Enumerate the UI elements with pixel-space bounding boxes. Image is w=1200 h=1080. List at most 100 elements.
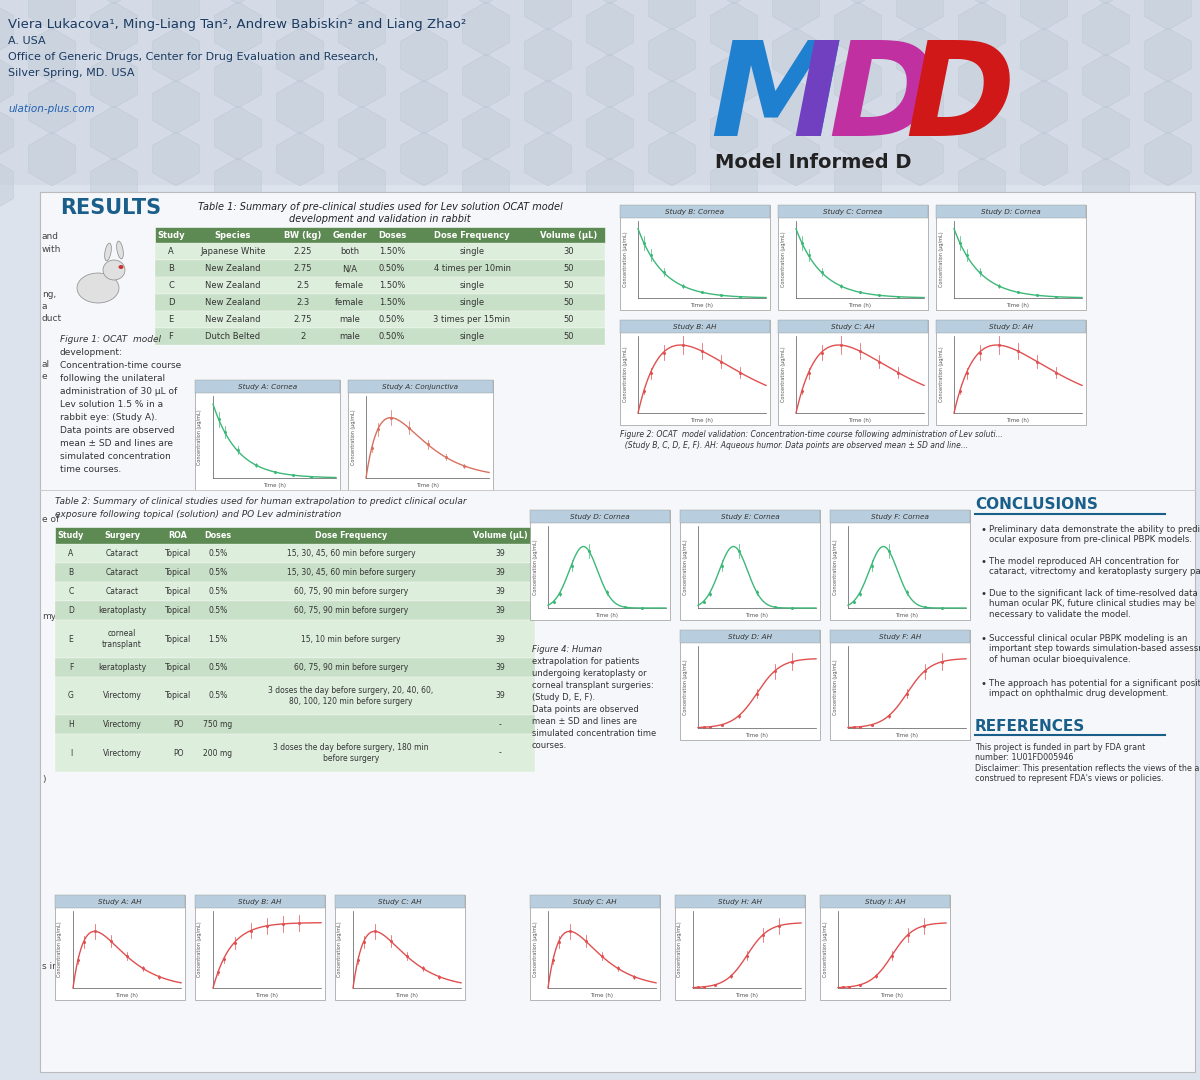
Text: development and validation in rabbit: development and validation in rabbit [289,214,470,224]
Text: Model Informed D: Model Informed D [715,152,912,172]
Text: rabbit eye: (Study A).: rabbit eye: (Study A). [60,413,157,422]
Ellipse shape [104,243,112,261]
Text: Figure 2: OCAT  model validation: Concentration-time course following administra: Figure 2: OCAT model validation: Concent… [620,430,1003,438]
Bar [620,205,770,218]
Bar [55,715,535,734]
Text: Due to the significant lack of time-resolved data of
human ocular PK, future cli: Due to the significant lack of time-reso… [989,589,1200,619]
Bar [55,527,535,544]
Text: Study: Study [58,531,84,540]
Bar [194,895,325,1000]
Bar [55,895,185,908]
Text: Concentration (μg/mL): Concentration (μg/mL) [623,347,628,403]
Text: E: E [68,634,73,644]
Text: Time (h): Time (h) [881,993,904,998]
Bar [55,582,535,600]
Bar [680,510,820,523]
Text: (Study B, C, D, E, F). AH: Aqueous humor. Data points are observed mean ± SD and: (Study B, C, D, E, F). AH: Aqueous humor… [620,441,968,450]
Text: 750 mg: 750 mg [203,720,233,729]
Text: corneal
transplant: corneal transplant [102,630,142,649]
Bar [778,205,928,310]
Text: Concentration (μg/mL): Concentration (μg/mL) [623,232,628,287]
Text: simulated concentration: simulated concentration [60,453,170,461]
Text: Time (h): Time (h) [595,613,618,618]
Text: single: single [460,247,485,256]
Text: 50: 50 [563,264,574,273]
Text: •: • [980,634,986,644]
Text: 15, 30, 45, 60 min before surgery: 15, 30, 45, 60 min before surgery [287,549,415,558]
Text: Concentration-time course: Concentration-time course [60,361,181,370]
Bar [936,320,1086,333]
Text: Dutch Belted: Dutch Belted [205,332,260,341]
Bar [55,658,535,677]
Text: Japanese White: Japanese White [200,247,265,256]
Text: Time (h): Time (h) [895,733,918,738]
Text: ): ) [42,775,46,784]
Text: -: - [499,720,502,729]
Text: Study A: Conjunctiva: Study A: Conjunctiva [383,383,458,390]
Text: Figure 4: Human: Figure 4: Human [532,645,602,654]
Text: PO: PO [173,720,184,729]
Text: 0.5%: 0.5% [209,606,228,615]
Text: •: • [980,589,986,599]
Text: e of: e of [42,515,59,524]
Text: 15, 30, 45, 60 min before surgery: 15, 30, 45, 60 min before surgery [287,568,415,577]
Text: mean ± SD and lines are: mean ± SD and lines are [60,438,173,448]
Bar [55,620,535,658]
Text: my,: my, [42,612,59,621]
Text: courses.: courses. [532,741,568,750]
Text: Study H: AH: Study H: AH [718,899,762,905]
Text: 1.5%: 1.5% [209,634,228,644]
Text: I: I [70,748,72,757]
Text: Cataract: Cataract [106,588,138,596]
Text: Topical: Topical [164,588,191,596]
Text: Study F: Cornea: Study F: Cornea [871,513,929,519]
Text: Successful clinical ocular PBPK modeling is an
important step towards simulation: Successful clinical ocular PBPK modeling… [989,634,1200,664]
Text: Concentration (μg/mL): Concentration (μg/mL) [533,921,538,977]
Text: 0.5%: 0.5% [209,663,228,672]
Text: C: C [168,281,174,291]
Bar [936,205,1086,310]
Text: female: female [335,281,364,291]
Text: duct: duct [42,314,62,323]
Text: 39: 39 [496,588,505,596]
Text: male: male [340,315,360,324]
Text: Dose Frequency: Dose Frequency [434,230,510,240]
Text: New Zealand: New Zealand [205,264,260,273]
Text: Concentration (μg/mL): Concentration (μg/mL) [938,232,943,287]
Text: 3 times per 15min: 3 times per 15min [433,315,510,324]
Bar [155,227,605,243]
Text: Data points are observed: Data points are observed [60,426,175,435]
Text: Concentration (μg/mL): Concentration (μg/mL) [198,409,203,464]
Bar [778,205,928,218]
Bar [348,380,493,393]
Text: Time (h): Time (h) [736,993,758,998]
Text: 50: 50 [563,332,574,341]
Bar [680,510,820,620]
Text: al: al [42,360,50,369]
Text: CONCLUSIONS: CONCLUSIONS [974,497,1098,512]
Text: A: A [168,247,174,256]
Bar [335,895,466,908]
Text: Topical: Topical [164,568,191,577]
Text: H: H [68,720,74,729]
Text: Time (h): Time (h) [396,993,419,998]
Text: Concentration (μg/mL): Concentration (μg/mL) [833,539,838,595]
Ellipse shape [103,260,125,280]
Text: Viera Lukacova¹, Ming-Liang Tan², Andrew Babiskin² and Liang Zhao²: Viera Lukacova¹, Ming-Liang Tan², Andrew… [8,18,467,31]
Text: Cataract: Cataract [106,549,138,558]
Text: Study B: AH: Study B: AH [239,899,282,905]
Bar [348,380,493,490]
Bar [674,895,805,1000]
Text: Data points are observed: Data points are observed [532,705,638,714]
Text: Study E: Cornea: Study E: Cornea [721,513,779,519]
Text: Volume (μL): Volume (μL) [473,531,527,540]
Text: New Zealand: New Zealand [205,281,260,291]
Text: 50: 50 [563,281,574,291]
Text: 39: 39 [496,663,505,672]
Text: time courses.: time courses. [60,465,121,474]
Text: Virectomy: Virectomy [102,720,142,729]
Text: Topical: Topical [164,606,191,615]
Bar [778,320,928,426]
Text: Virectomy: Virectomy [102,691,142,701]
Text: Study D: Cornea: Study D: Cornea [982,208,1040,215]
